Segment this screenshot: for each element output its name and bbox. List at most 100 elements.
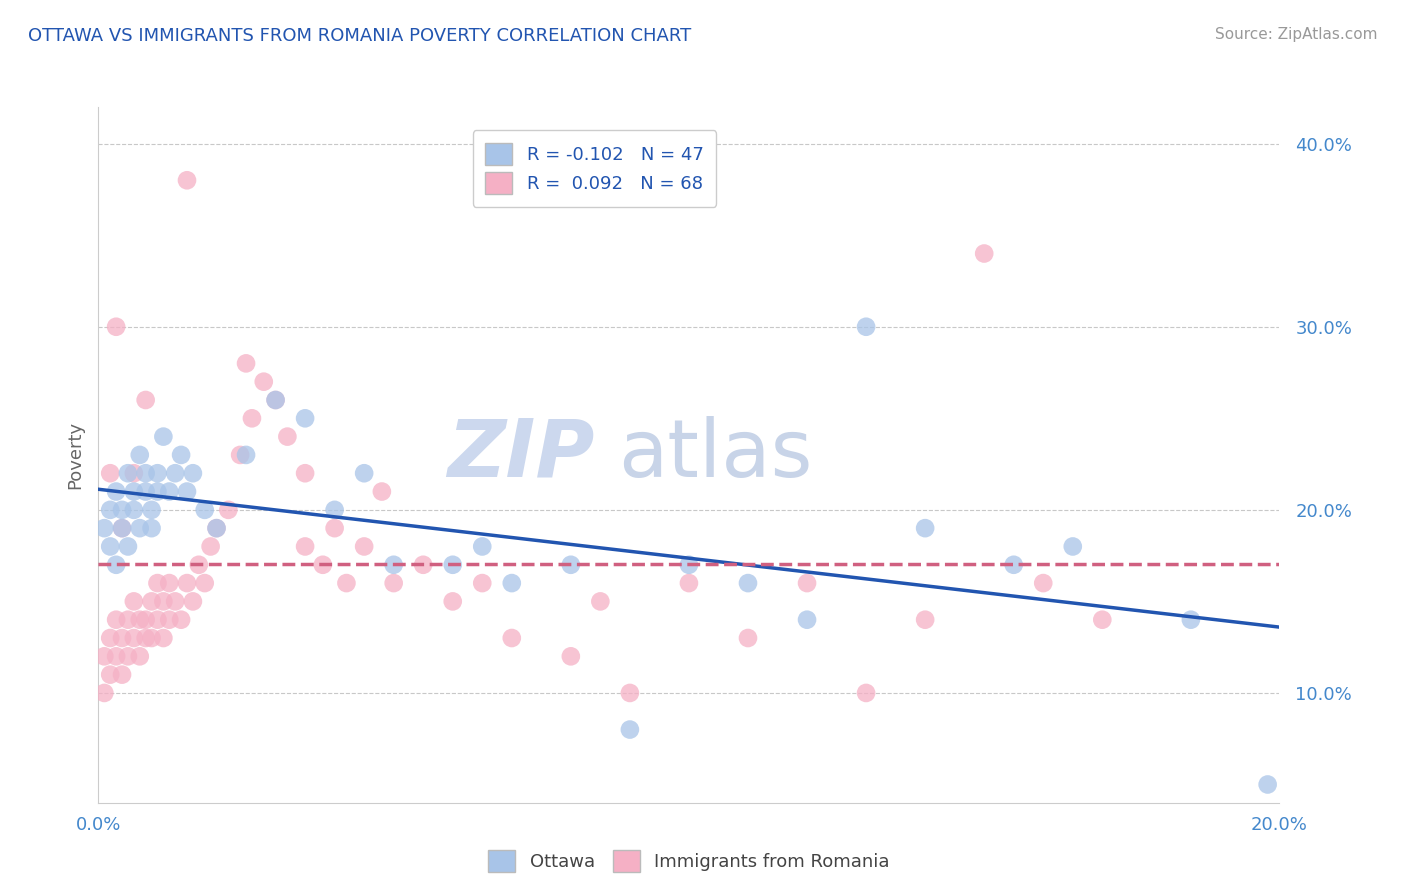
Point	[560, 558, 582, 572]
Text: Source: ZipAtlas.com: Source: ZipAtlas.com	[1215, 27, 1378, 42]
Point	[128, 521, 150, 535]
Point	[146, 484, 169, 499]
Point	[294, 411, 316, 425]
Text: OTTAWA VS IMMIGRANTS FROM ROMANIA POVERTY CORRELATION CHART: OTTAWA VS IMMIGRANTS FROM ROMANIA POVERT…	[28, 27, 692, 45]
Point	[152, 429, 174, 443]
Point	[205, 521, 228, 535]
Point	[105, 558, 128, 572]
Point	[146, 576, 169, 591]
Point	[678, 558, 700, 572]
Point	[111, 667, 134, 681]
Point	[1032, 576, 1054, 591]
Point	[165, 594, 187, 608]
Point	[122, 467, 145, 481]
Point	[276, 429, 298, 443]
Point	[1062, 540, 1084, 554]
Point	[98, 667, 121, 681]
Point	[194, 503, 217, 517]
Point	[855, 686, 877, 700]
Point	[128, 448, 150, 462]
Point	[105, 319, 128, 334]
Point	[181, 467, 204, 481]
Point	[181, 594, 204, 608]
Point	[152, 594, 174, 608]
Point	[235, 356, 257, 370]
Point	[157, 613, 180, 627]
Point	[135, 613, 157, 627]
Point	[619, 686, 641, 700]
Point	[335, 576, 357, 591]
Point	[111, 503, 134, 517]
Point	[560, 649, 582, 664]
Point	[111, 521, 134, 535]
Point	[312, 558, 335, 572]
Point	[117, 467, 139, 481]
Point	[157, 576, 180, 591]
Point	[170, 448, 193, 462]
Point	[264, 392, 287, 407]
Point	[157, 484, 180, 499]
Point	[194, 576, 217, 591]
Point	[146, 467, 169, 481]
Point	[471, 540, 494, 554]
Point	[141, 521, 163, 535]
Point	[117, 540, 139, 554]
Point	[135, 392, 157, 407]
Point	[152, 631, 174, 645]
Point	[187, 558, 209, 572]
Point	[1002, 558, 1025, 572]
Point	[122, 503, 145, 517]
Point	[93, 649, 115, 664]
Point	[294, 540, 316, 554]
Point	[105, 613, 128, 627]
Point	[737, 576, 759, 591]
Point	[170, 613, 193, 627]
Point	[441, 594, 464, 608]
Point	[176, 576, 198, 591]
Point	[117, 613, 139, 627]
Point	[1091, 613, 1114, 627]
Point	[217, 503, 239, 517]
Point	[165, 467, 187, 481]
Point	[382, 576, 405, 591]
Point	[141, 594, 163, 608]
Point	[323, 521, 346, 535]
Point	[501, 631, 523, 645]
Point	[98, 503, 121, 517]
Point	[141, 631, 163, 645]
Point	[235, 448, 257, 462]
Legend: Ottawa, Immigrants from Romania: Ottawa, Immigrants from Romania	[475, 837, 903, 884]
Point	[128, 613, 150, 627]
Point	[382, 558, 405, 572]
Point	[371, 484, 394, 499]
Point	[501, 576, 523, 591]
Point	[146, 613, 169, 627]
Text: atlas: atlas	[619, 416, 813, 494]
Point	[141, 503, 163, 517]
Point	[111, 631, 134, 645]
Y-axis label: Poverty: Poverty	[66, 421, 84, 489]
Point	[240, 411, 263, 425]
Point	[471, 576, 494, 591]
Point	[176, 173, 198, 187]
Point	[353, 540, 375, 554]
Point	[122, 631, 145, 645]
Point	[1180, 613, 1202, 627]
Point	[105, 649, 128, 664]
Point	[105, 484, 128, 499]
Point	[973, 246, 995, 260]
Point	[111, 521, 134, 535]
Point	[135, 631, 157, 645]
Point	[678, 576, 700, 591]
Point	[737, 631, 759, 645]
Point	[855, 319, 877, 334]
Point	[135, 467, 157, 481]
Point	[323, 503, 346, 517]
Point	[796, 613, 818, 627]
Point	[98, 631, 121, 645]
Point	[253, 375, 276, 389]
Point	[98, 540, 121, 554]
Point	[128, 649, 150, 664]
Point	[205, 521, 228, 535]
Point	[93, 521, 115, 535]
